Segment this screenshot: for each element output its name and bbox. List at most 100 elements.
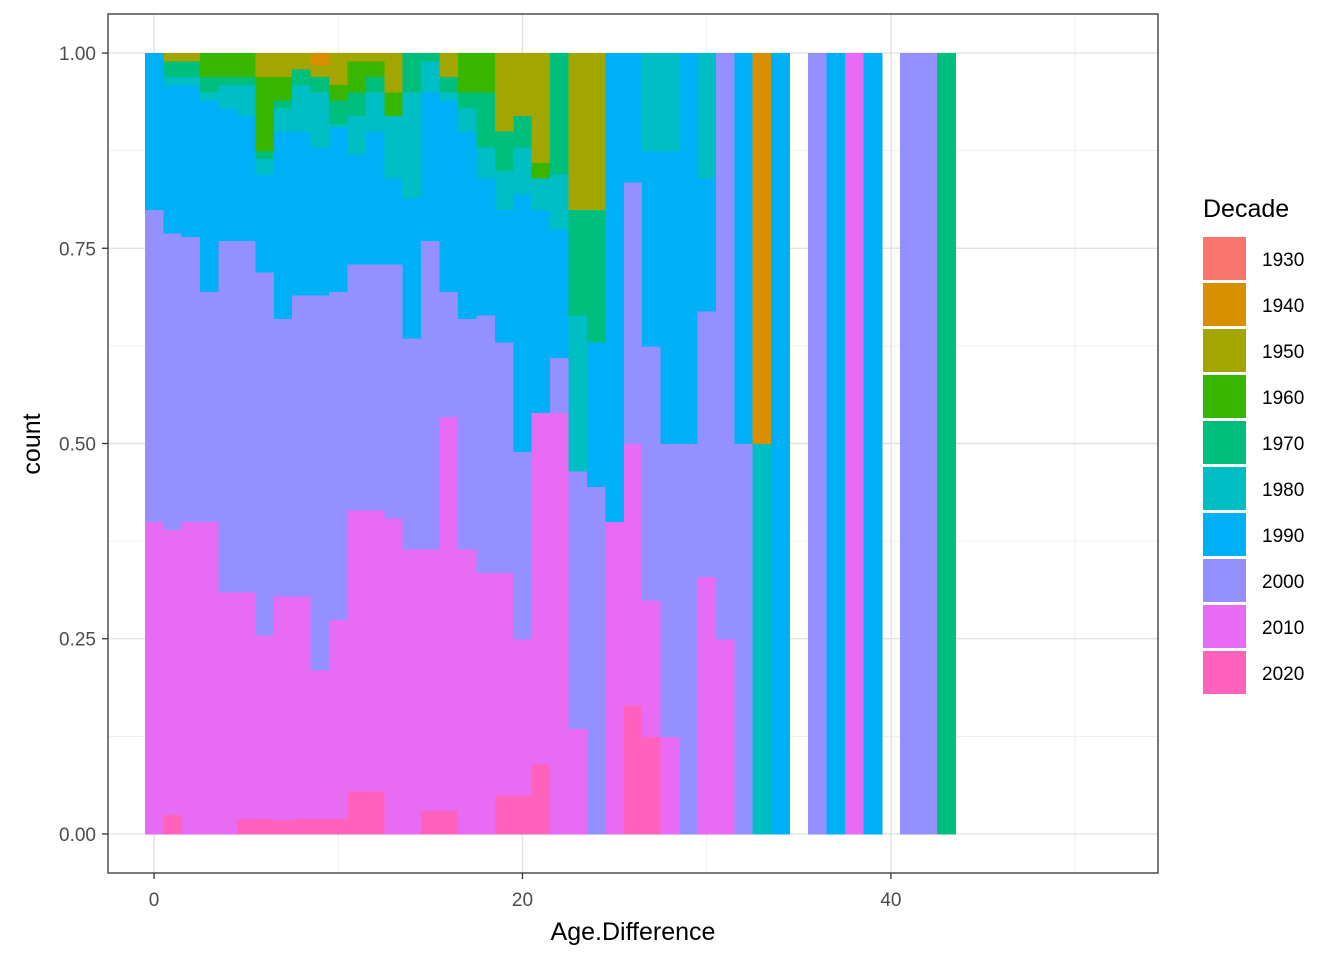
bar-segment <box>329 818 349 835</box>
bar-segment <box>236 76 256 85</box>
bar-segment <box>365 131 385 265</box>
bar-segment <box>439 92 459 101</box>
bar-segment <box>163 232 183 530</box>
bar-segment <box>292 595 312 819</box>
legend-key <box>1203 559 1246 602</box>
bar-segment <box>918 53 938 835</box>
bar-segment <box>310 295 330 671</box>
bar-segment <box>660 443 680 737</box>
bar-segment <box>365 76 385 93</box>
bar-segment <box>310 818 330 835</box>
bar-segment <box>531 177 551 210</box>
bar-segment <box>218 591 238 835</box>
bar-segment <box>384 92 404 117</box>
bar-segment <box>273 131 293 320</box>
bar-segment <box>550 357 570 413</box>
bar-segment <box>531 412 551 765</box>
bar-segment <box>494 794 514 835</box>
bar-segment <box>402 53 422 93</box>
bar-segment <box>697 576 717 835</box>
bar-segment <box>826 53 846 835</box>
bar-segment <box>771 53 791 835</box>
bar-segment <box>236 591 256 819</box>
bar-segment <box>310 53 330 66</box>
bar-segment <box>458 131 478 320</box>
legend-key <box>1203 421 1246 464</box>
legend-key <box>1203 283 1246 326</box>
bar-segment <box>476 177 496 316</box>
bar-segment <box>623 705 643 835</box>
bar-segment <box>273 318 293 597</box>
bar-segment <box>642 599 662 737</box>
bar-segment <box>163 84 183 234</box>
bar-segment <box>458 53 478 93</box>
bar-segment <box>365 60 385 78</box>
bar-segment <box>347 263 367 511</box>
bar-segment <box>218 84 238 109</box>
x-tick-label: 40 <box>880 890 901 911</box>
bar-segment <box>439 53 459 78</box>
bar-segment <box>476 572 496 835</box>
bar-segment <box>347 92 367 117</box>
legend-label: 2010 <box>1262 618 1304 639</box>
bar-segment <box>734 443 754 835</box>
bar-segment <box>494 53 514 132</box>
bar-segment <box>494 341 514 573</box>
bar-segment <box>642 53 662 152</box>
legend-key <box>1203 513 1246 556</box>
bar-segment <box>531 162 551 179</box>
bar-segment <box>421 548 441 812</box>
bar-segment <box>605 53 625 523</box>
bar-segment <box>568 728 588 835</box>
bar-segment <box>458 107 478 132</box>
bar-segment <box>144 209 164 523</box>
bar-segment <box>236 240 256 593</box>
bar-segment <box>255 634 275 819</box>
bar-segment <box>163 814 183 835</box>
legend-label: 1960 <box>1262 388 1304 409</box>
x-tick-label: 20 <box>512 890 533 911</box>
y-axis-title: count <box>18 413 46 474</box>
bar-segment <box>513 638 533 796</box>
y-tick-label: 0.00 <box>59 825 96 846</box>
legend-label: 1980 <box>1262 480 1304 501</box>
bar-segment <box>181 53 201 62</box>
x-axis-title: Age.Difference <box>551 918 716 946</box>
bar-segment <box>255 158 275 175</box>
bar-segment <box>550 228 570 359</box>
bar-segment <box>550 53 570 175</box>
bar-segment <box>494 209 514 343</box>
bar-segment <box>476 53 496 93</box>
bar-segment <box>236 53 256 78</box>
bar-segment <box>623 443 643 706</box>
bar-segment <box>642 736 662 835</box>
bar-segment <box>494 572 514 796</box>
bar-segment <box>863 53 883 835</box>
bar-segment <box>181 60 201 78</box>
bar-segment <box>181 76 201 85</box>
legend-label: 2000 <box>1262 572 1304 593</box>
bar-segment <box>623 181 643 445</box>
bar-segment <box>439 416 459 812</box>
bar-segment <box>458 548 478 835</box>
bar-segment <box>218 76 238 85</box>
bar-segment <box>347 53 367 62</box>
legend-title: Decade <box>1203 195 1289 223</box>
bar-segment <box>660 53 680 152</box>
legend-key <box>1203 467 1246 510</box>
bar-segment <box>734 53 754 445</box>
legend-key <box>1203 605 1246 648</box>
bar-segment <box>697 53 717 179</box>
bar-segment <box>715 638 735 835</box>
bar-segment <box>144 53 164 210</box>
bar-segment <box>347 509 367 792</box>
legend-label: 1930 <box>1262 250 1304 271</box>
bar-segment <box>365 791 385 835</box>
bar-segment <box>513 451 533 640</box>
bar-segment <box>236 818 256 835</box>
bar-segment <box>513 193 533 452</box>
bar-segment <box>458 318 478 550</box>
bar-segment <box>329 127 349 292</box>
legend: Decade 1930 1940 1950 1960 1970 1980 1990 2000 2… <box>1203 195 1304 694</box>
bar-segment <box>144 521 164 835</box>
